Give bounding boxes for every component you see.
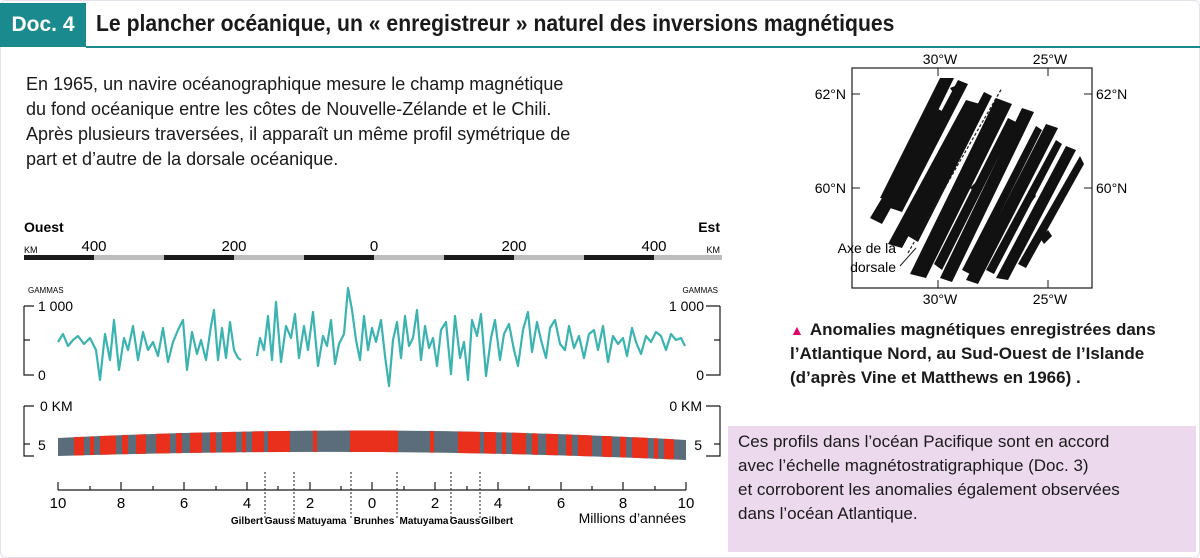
depth-tick: 5: [38, 437, 46, 453]
age-tick: 2: [306, 495, 314, 512]
age-tick: 8: [117, 495, 125, 512]
age-tick: 8: [619, 495, 627, 512]
epoch-boundaries: [264, 472, 481, 520]
intro-line: En 1965, un navire océanographique mesur…: [26, 74, 564, 94]
normal-polarity-stripes: [74, 430, 674, 460]
epoch-label: Gilbert: [481, 516, 514, 527]
age-tick: 6: [557, 495, 565, 512]
lat-label: 60°N: [1096, 180, 1127, 196]
magnetic-anomaly-curve: [57, 286, 686, 388]
depth-tick: 5: [694, 437, 702, 453]
distance-tick: 200: [501, 238, 526, 255]
age-tick: 4: [243, 495, 251, 512]
gammas-unit: GAMMAS: [28, 286, 64, 295]
doc-header: Doc. 4 Le plancher océanique, un « enreg…: [0, 0, 1200, 48]
epoch-label: Matuyama: [298, 516, 347, 527]
note-box: Ces profils dans l’océan Pacifique sont …: [728, 426, 1196, 552]
note-line: dans l’océan Atlantique.: [738, 504, 918, 523]
scale-bar-segment: [584, 255, 654, 260]
east-label: Est: [698, 219, 720, 235]
ridge-label: dorsale: [850, 259, 896, 275]
age-tick: 6: [180, 495, 188, 512]
distance-tick: 200: [221, 238, 246, 255]
distance-tick: 400: [81, 238, 106, 255]
epoch-label: Brunhes: [354, 516, 395, 527]
epoch-label: Gilbert: [231, 516, 264, 527]
lon-label: 30°W: [923, 51, 958, 67]
anomaly-stripes: [870, 78, 1084, 284]
lon-label: 25°W: [1033, 291, 1068, 307]
caption-text: Anomalies magnétiques enregistrées dans: [809, 320, 1156, 339]
intro-paragraph: En 1965, un navire océanographique mesur…: [26, 72, 636, 172]
age-tick: 2: [431, 495, 439, 512]
depth-tick: 0 KM: [669, 398, 702, 414]
km-unit-left: KM: [24, 245, 38, 255]
intro-line: Après plusieurs traversées, il apparaît …: [26, 124, 571, 144]
note-line: Ces profils dans l’océan Pacifique sont …: [738, 432, 1110, 451]
west-label: Ouest: [24, 219, 64, 235]
caption-line: ▲ Anomalies magnétiques enregistrées dans: [790, 318, 1190, 342]
distance-tick: 0: [370, 238, 378, 255]
title-rule: [86, 46, 1200, 48]
ridge-pointer: [899, 247, 917, 267]
age-axis: 10 8 6 4 2 0 2 4 6 8 10 Gilbert Gauss Ma…: [50, 482, 695, 527]
doc-badge: Doc. 4: [0, 3, 86, 47]
distance-tick: 400: [641, 238, 666, 255]
ocean-crust-band: [58, 430, 686, 460]
depth-axis-left: 0 KM 5: [23, 398, 73, 457]
triangle-up-icon: ▲: [790, 322, 804, 338]
age-tick: 10: [50, 495, 67, 512]
lat-label: 62°N: [815, 86, 846, 102]
epoch-label: Matuyama: [400, 516, 449, 527]
ridge-axis-line: [907, 87, 1003, 254]
age-tick: 4: [494, 495, 502, 512]
age-tick: 0: [368, 495, 376, 512]
scale-bar-segment: [444, 255, 514, 260]
gammas-tick: 1 000: [38, 298, 73, 314]
map-caption: ▲ Anomalies magnétiques enregistrées dans…: [790, 318, 1190, 390]
anomaly-map: 30°W 25°W 30°W 25°W 62°N 60°N 62°N 60°N …: [815, 51, 1128, 307]
distance-scale: KM KM 400 200 0 200 400: [24, 238, 722, 260]
gammas-tick: 0: [696, 367, 704, 383]
gammas-axis-right: GAMMAS 1 000 0: [669, 286, 721, 383]
depth-axis-right: 0 KM 5: [669, 398, 721, 457]
epoch-label: Gauss: [450, 516, 481, 527]
gammas-axis-left: GAMMAS 1 000 0: [23, 286, 73, 383]
caption-line: (d’après Vine et Matthews en 1966) .: [790, 368, 1081, 387]
lat-label: 62°N: [1096, 86, 1127, 102]
gammas-unit: GAMMAS: [682, 286, 718, 295]
lat-label: 60°N: [815, 180, 846, 196]
km-unit-right: KM: [707, 245, 721, 255]
magnetic-profile-figure: Ouest Est KM KM 400 200 0 200 400 GAMMAS…: [23, 219, 722, 527]
intro-line: part et d’autre de la dorsale océanique.: [26, 149, 339, 169]
epoch-label: Gauss: [265, 516, 296, 527]
note-line: avec l’échelle magnétostratigraphique (D…: [738, 456, 1089, 475]
scale-bar-segment: [304, 255, 374, 260]
doc-title: Le plancher océanique, un « enregistreur…: [96, 10, 895, 36]
age-unit: Millions d’années: [579, 510, 686, 526]
gammas-tick: 1 000: [669, 298, 704, 314]
scale-bar-segment: [24, 255, 94, 260]
note-line: et corroborent les anomalies également o…: [738, 480, 1120, 499]
caption-line: l’Atlantique Nord, au Sud-Ouest de l’Isl…: [790, 344, 1145, 363]
lon-label: 25°W: [1033, 51, 1068, 67]
intro-line: du fond océanique entre les côtes de Nou…: [26, 99, 552, 119]
depth-tick: 0 KM: [40, 398, 73, 414]
scale-bar-segment: [164, 255, 234, 260]
lon-label: 30°W: [923, 291, 958, 307]
age-tick: 10: [678, 495, 695, 512]
ridge-label: Axe de la: [838, 240, 897, 256]
gammas-tick: 0: [38, 367, 46, 383]
